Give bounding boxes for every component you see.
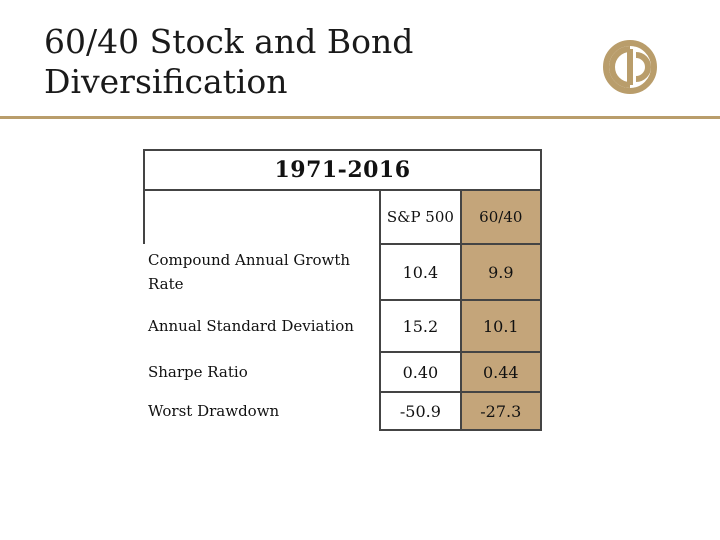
row-label: Sharpe Ratio	[148, 363, 248, 381]
6040-value: -27.3	[459, 391, 543, 431]
column-header-sp500: S&P 500	[379, 189, 461, 244]
row-label: Compound Annual Growth Rate	[148, 251, 351, 293]
slide-title: 60/40 Stock and Bond Diversification	[44, 22, 564, 102]
table-row: Sharpe Ratio 0.40 0.44	[144, 351, 543, 392]
table-row: Worst Drawdown -50.9 -27.3	[144, 391, 543, 431]
slide-title-line-1: 60/40 Stock and Bond	[44, 22, 414, 61]
title-divider	[0, 116, 720, 119]
comparison-table: 1971-2016 S&P 500 60/40 Compound Annual …	[142, 149, 543, 431]
sp500-value: 10.4	[379, 243, 461, 300]
6040-value: 0.44	[459, 351, 543, 392]
table-row: Annual Standard Deviation 15.2 10.1	[144, 299, 543, 352]
column-header-6040: 60/40	[459, 189, 543, 244]
sp500-value: -50.9	[379, 391, 461, 431]
row-label: Annual Standard Deviation	[148, 317, 354, 335]
table-period-header: 1971-2016	[143, 149, 542, 191]
firm-logo-icon	[603, 40, 657, 94]
table-row: Compound Annual Growth Rate 10.4 9.9	[144, 243, 543, 300]
6040-value: 9.9	[459, 243, 543, 300]
6040-value: 10.1	[459, 299, 543, 352]
header-blank-cell	[142, 190, 381, 244]
sp500-value: 0.40	[379, 351, 461, 392]
row-label: Worst Drawdown	[148, 402, 280, 420]
sp500-value: 15.2	[379, 299, 461, 352]
slide-title-line-2: Diversification	[44, 62, 288, 101]
